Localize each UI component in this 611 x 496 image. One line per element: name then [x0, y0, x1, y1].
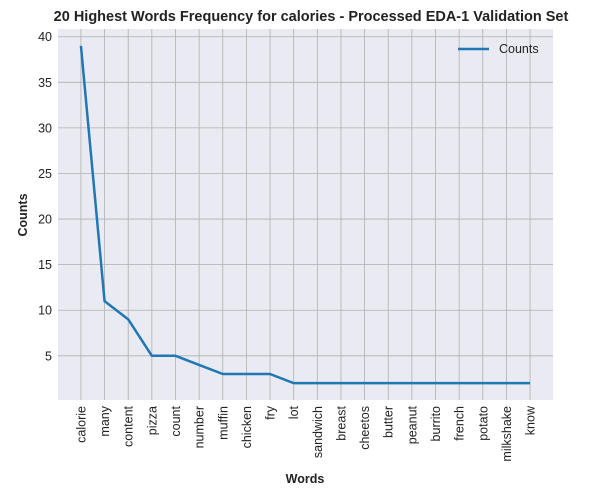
x-tick-label: breast — [334, 405, 348, 440]
legend-label-counts: Counts — [499, 42, 539, 56]
x-axis-label: Words — [286, 472, 325, 486]
grid-lines — [58, 29, 553, 400]
legend: Counts — [458, 42, 539, 56]
y-tick-label: 30 — [38, 121, 52, 135]
x-tick-label: peanut — [405, 405, 419, 444]
y-tick-label: 40 — [38, 30, 52, 44]
x-tick-label: burrito — [429, 406, 443, 441]
x-tick-label: muffin — [216, 406, 230, 440]
y-tick-label: 15 — [38, 258, 52, 272]
plot-area — [58, 29, 553, 400]
y-tick-label: 5 — [45, 349, 52, 363]
x-tick-label: pizza — [145, 406, 159, 435]
chart-title: 20 Highest Words Frequency for calories … — [54, 9, 569, 25]
x-tick-label: know — [524, 405, 538, 435]
series-line-counts — [79, 45, 531, 385]
x-tick-label: french — [453, 406, 467, 441]
x-tick-label: milkshake — [500, 406, 514, 462]
x-tick-label: many — [98, 405, 112, 436]
x-tick-label: chicken — [240, 406, 254, 448]
y-tick-label: 20 — [38, 213, 52, 227]
x-tick-label: butter — [382, 406, 396, 438]
x-tick-label: cheetos — [358, 406, 372, 450]
y-tick-label: 10 — [38, 304, 52, 318]
x-tick-label: potato — [476, 406, 490, 441]
y-axis-label: Counts — [16, 193, 30, 236]
x-tick-label: sandwich — [311, 406, 325, 458]
y-tick-label: 35 — [38, 76, 52, 90]
x-tick-label: fry — [264, 405, 278, 420]
x-tick-label: count — [169, 405, 183, 436]
y-axis-ticks: 5 10 15 20 25 30 35 40 — [38, 30, 52, 363]
x-tick-label: calorie — [74, 406, 88, 443]
x-tick-label: content — [122, 405, 136, 447]
x-axis-ticks: calorie many content pizza count number muffin… — [74, 405, 537, 462]
y-tick-label: 25 — [38, 167, 52, 181]
x-tick-label: lot — [287, 405, 301, 419]
x-tick-label: number — [193, 406, 207, 448]
